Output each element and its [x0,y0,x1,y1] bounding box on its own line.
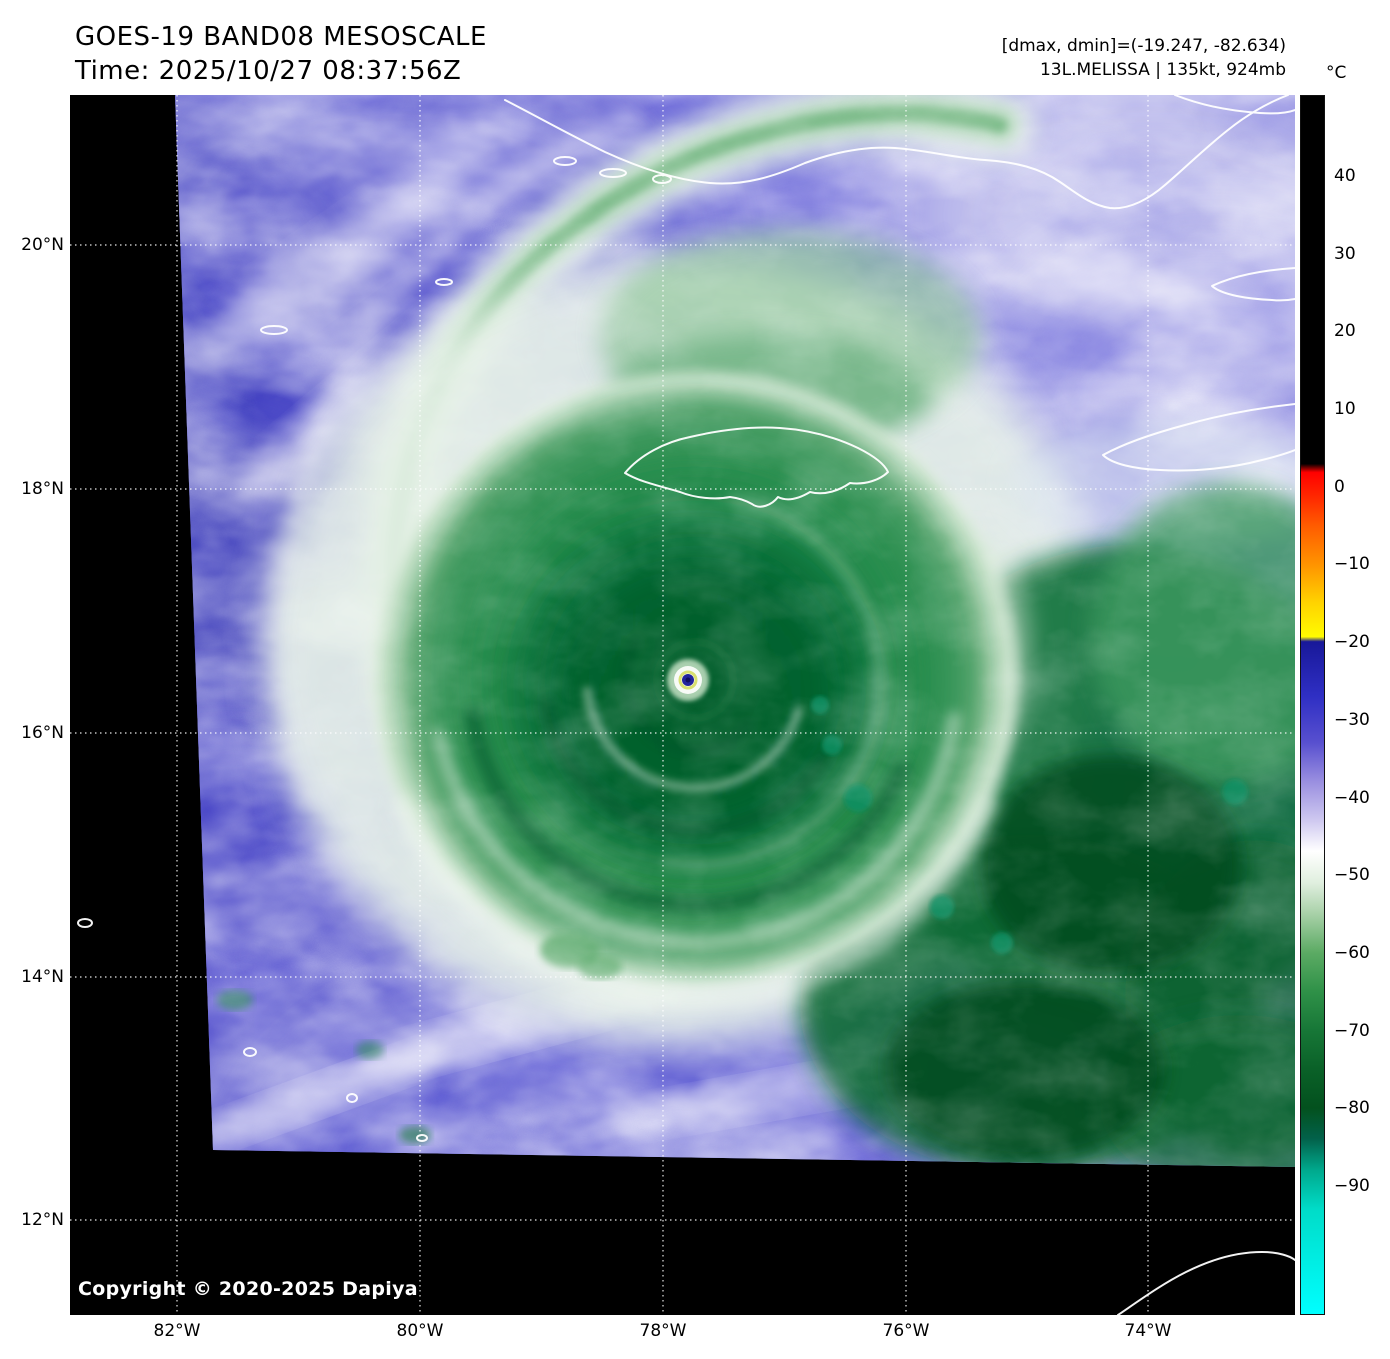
island-small [416,1134,428,1142]
gridlines [70,95,1295,1315]
header-right: [dmax, dmin]=(-19.247, -82.634) 13L.MELI… [1002,34,1286,82]
lon-label: 74°W [1124,1321,1172,1341]
lat-label: 14°N [21,967,64,987]
colorbar-tick: −70 [1334,1021,1370,1041]
colorbar-tick: 30 [1334,244,1356,264]
satellite-image [70,94,1296,1316]
lon-label: 82°W [153,1321,201,1341]
island-small [243,1047,257,1057]
island-small [77,918,93,928]
island-cayman [260,325,288,335]
lon-label: 80°W [396,1321,444,1341]
lat-label: 18°N [21,479,64,499]
coastline-south-america [1117,1251,1296,1316]
colorbar-tick: −20 [1334,632,1370,652]
colorbar-tick: 20 [1334,321,1356,341]
coastline-cuba-northeast [1174,94,1296,115]
page-title: GOES-19 BAND08 MESOSCALE [75,22,487,52]
imagery [175,95,1295,1167]
map-plot-area [70,94,1296,1316]
island-small [346,1093,358,1103]
coastline-cuba [504,94,1289,210]
colorbar-tick: 0 [1334,477,1345,497]
island-cay [599,168,627,178]
colorbar-gradient [1300,95,1325,1315]
colorbar-tick: 40 [1334,166,1356,186]
lon-label: 76°W [882,1321,930,1341]
hurricane-eye [667,659,709,701]
colorbar-tick: −60 [1334,943,1370,963]
island-cayman [435,278,453,286]
colorbar-tick: −10 [1334,554,1370,574]
colorbar-tick: −80 [1334,1098,1370,1118]
coastline-jamaica [624,426,889,508]
lon-label: 78°W [639,1321,687,1341]
lat-label: 12°N [21,1210,64,1230]
copyright-watermark: Copyright © 2020-2025 Dapiya [78,1278,418,1300]
island-cay [553,156,577,166]
lat-label: 20°N [21,235,64,255]
storm-status-label: 13L.MELISSA | 135kt, 924mb [1039,60,1286,80]
colorbar-tick: −50 [1334,865,1370,885]
dmax-dmin-label: [dmax, dmin]=(-19.247, -82.634) [1001,36,1286,56]
fine-texture [175,95,1295,1167]
island-cay [652,174,672,184]
colorbar-tick: 10 [1334,399,1356,419]
lat-label: 16°N [21,723,64,743]
coastlines [77,94,1296,1316]
coastline-hispaniola-north [1211,267,1296,302]
colorbar-tick: −40 [1334,788,1370,808]
colorbar-tick: −90 [1334,1176,1370,1196]
colorbar-tick: −30 [1334,710,1370,730]
timestamp: Time: 2025/10/27 08:37:56Z [75,56,462,86]
colorbar-unit-label: °C [1326,63,1347,83]
coastline-hispaniola-south [1102,403,1296,472]
